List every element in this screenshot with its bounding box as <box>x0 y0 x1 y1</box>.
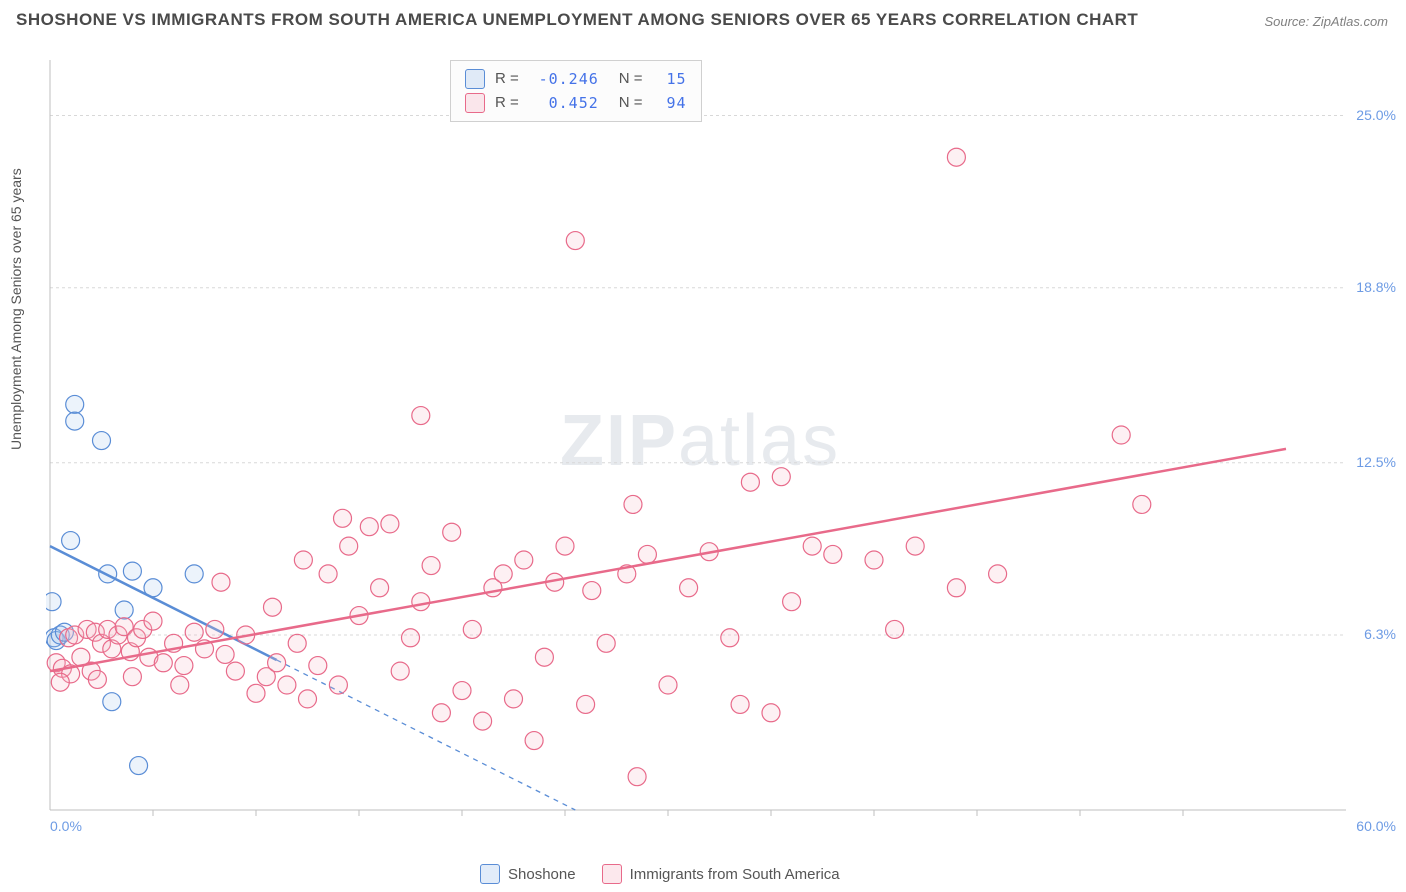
y-tick-label: 25.0% <box>1356 107 1396 123</box>
legend-n-value: 15 <box>653 67 687 91</box>
x-tick-label: 0.0% <box>50 818 82 834</box>
legend-row: R = 0.452 N = 94 <box>465 91 687 115</box>
y-tick-label: 18.8% <box>1356 279 1396 295</box>
x-tick-label: 60.0% <box>1356 818 1396 834</box>
legend-r-value: 0.452 <box>529 91 599 115</box>
legend-row: R = -0.246 N = 15 <box>465 67 687 91</box>
legend-item-label: Immigrants from South America <box>630 866 840 883</box>
legend-n-label: N = <box>619 91 643 115</box>
legend-r-label: R = <box>495 67 519 91</box>
legend-item-label: Shoshone <box>508 866 576 883</box>
legend-item: Shoshone <box>480 864 576 884</box>
legend-swatch <box>480 864 500 884</box>
legend-n-value: 94 <box>653 91 687 115</box>
y-tick-label: 12.5% <box>1356 454 1396 470</box>
correlation-legend: R = -0.246 N = 15 R = 0.452 N = 94 <box>450 60 702 122</box>
source-label: Source: ZipAtlas.com <box>1264 14 1388 29</box>
y-axis-label: Unemployment Among Seniors over 65 years <box>8 168 24 450</box>
legend-n-label: N = <box>619 67 643 91</box>
legend-swatch <box>465 69 485 89</box>
legend-swatch <box>465 93 485 113</box>
series-legend: Shoshone Immigrants from South America <box>480 864 840 884</box>
scatter-plot <box>46 60 1346 840</box>
legend-r-value: -0.246 <box>529 67 599 91</box>
chart-title: SHOSHONE VS IMMIGRANTS FROM SOUTH AMERIC… <box>16 10 1138 30</box>
y-tick-label: 6.3% <box>1364 626 1396 642</box>
legend-swatch <box>602 864 622 884</box>
legend-item: Immigrants from South America <box>602 864 840 884</box>
legend-r-label: R = <box>495 91 519 115</box>
